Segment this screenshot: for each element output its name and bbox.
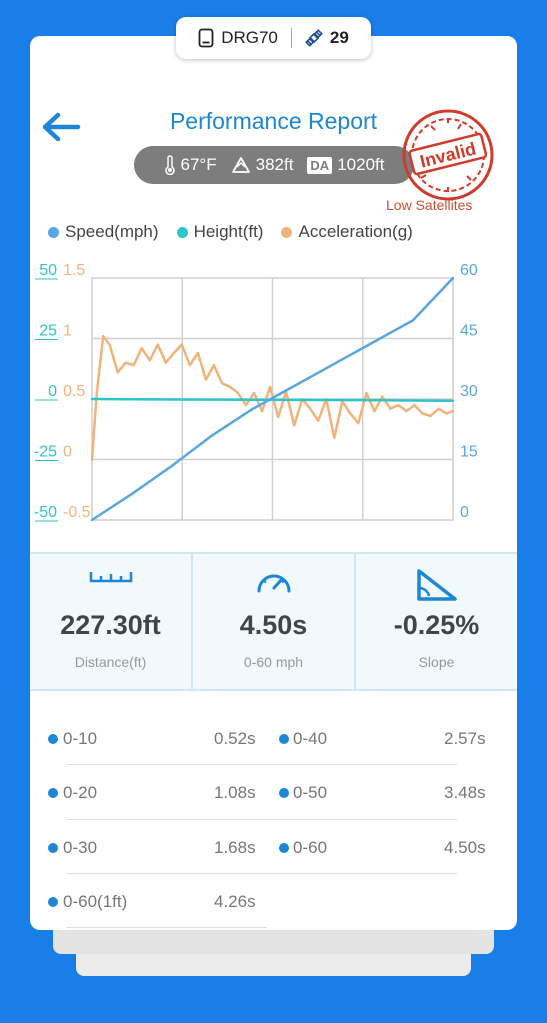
invalid-stamp: Invalid [402,109,494,201]
plot-frame [91,277,454,521]
stat-label: Slope [418,654,455,670]
split-label: 0-40 [293,729,328,748]
satellite-icon [304,29,323,47]
speedometer-icon [257,574,290,593]
split-label: 0-30 [63,838,98,857]
split-time: 4.50s [444,838,486,857]
legend-label: Acceleration(g) [298,222,413,241]
split-dot [279,843,289,853]
split-time: 1.08s [214,783,256,802]
split-time: 0.52s [214,729,256,748]
split-label: 0-60(1ft) [63,892,128,911]
stat-value: -0.25% [393,610,480,640]
legend-dot [48,226,59,238]
density-altitude-value: 1020ft [337,155,385,174]
page-title: Performance Report [169,108,378,134]
split-dot [48,897,58,907]
legend-dot [176,226,188,238]
stat-label: 0-60 mph [243,654,304,670]
report-card: Performance Report 67°F 382ft DA 1020ft … [30,36,517,930]
speed-axis-tick: 60 [460,262,478,279]
split-time: 4.26s [214,892,256,911]
height-axis-tick: -25 [34,444,57,461]
legend-label: Speed(mph) [65,222,159,241]
speed-axis-tick: 15 [460,444,478,461]
stat-zero-sixty: 4.50s 0-60 mph [191,554,354,689]
split-divider [67,764,457,765]
device-name: DRG70 [221,28,278,47]
stat-value: 4.50s [239,610,308,640]
acceleration-line [90,334,455,461]
back-arrow-icon[interactable] [40,110,82,144]
device-icon [198,28,214,48]
environment-pill: 67°F 382ft DA 1020ft [134,146,414,184]
stat-distance: 227.30ft Distance(ft) [30,554,191,689]
satellite-count: 29 [329,28,349,47]
legend-dot [281,226,293,238]
acceleration-axis-tick: 0 [63,444,72,461]
temperature-value: 67°F [180,155,217,174]
split-divider [67,873,457,874]
height-axis-tick: 0 [48,383,57,400]
altitude-item: 382ft [231,155,294,175]
acceleration-axis-tick: 1.5 [63,262,85,279]
split-dot [279,734,289,744]
stats-row: 227.30ft Distance(ft) 4.50s 0-60 mph -0.… [30,552,517,691]
temperature-item: 67°F [164,155,217,175]
split-divider [67,927,267,928]
split-time: 1.68s [214,838,256,857]
speed-axis-tick: 0 [460,504,469,521]
acceleration-axis-tick: -0.5 [63,504,91,521]
split-label: 0-50 [293,783,328,802]
ruler-icon [89,572,132,583]
split-label: 0-20 [63,783,98,802]
height-line [90,397,455,402]
acceleration-axis-tick: 1 [63,323,72,340]
split-label: 0-60 [293,838,328,857]
chart-legend: Speed(mph) Height(ft) Acceleration(g) [48,222,413,242]
split-dot [48,843,58,853]
height-axis-tick: 25 [39,323,57,340]
split-divider [67,819,457,820]
stat-label: Distance(ft) [74,654,147,670]
speed-line [90,276,455,522]
split-dot [48,734,58,744]
height-axis-tick: 50 [39,262,57,279]
low-satellites-note: Low Satellites [386,197,473,213]
device-status-pill[interactable]: DRG70 29 [176,17,371,59]
thermometer-icon [164,155,175,175]
acceleration-axis-tick: 0.5 [63,383,85,400]
split-time: 2.57s [444,729,486,748]
altitude-value: 382ft [255,155,294,174]
slope-icon [416,569,457,601]
split-label: 0-10 [63,729,98,748]
height-axis-tick: -50 [34,504,57,521]
legend-item-acceleration[interactable]: Acceleration(g) [281,222,413,242]
stat-value: 227.30ft [60,610,161,640]
speed-axis-tick: 30 [460,383,478,400]
speed-axis-tick: 45 [460,323,478,340]
density-altitude-badge: DA [307,156,333,174]
legend-item-speed[interactable]: Speed(mph) [48,222,159,242]
split-dot [48,788,58,798]
split-time: 3.48s [444,783,486,802]
pill-divider [290,28,292,48]
split-dot [279,788,289,798]
density-altitude-item: DA 1020ft [307,155,384,175]
stat-slope: -0.25% Slope [354,554,517,689]
legend-item-height[interactable]: Height(ft) [176,222,264,242]
legend-label: Height(ft) [193,222,264,241]
mountain-icon [231,157,250,173]
